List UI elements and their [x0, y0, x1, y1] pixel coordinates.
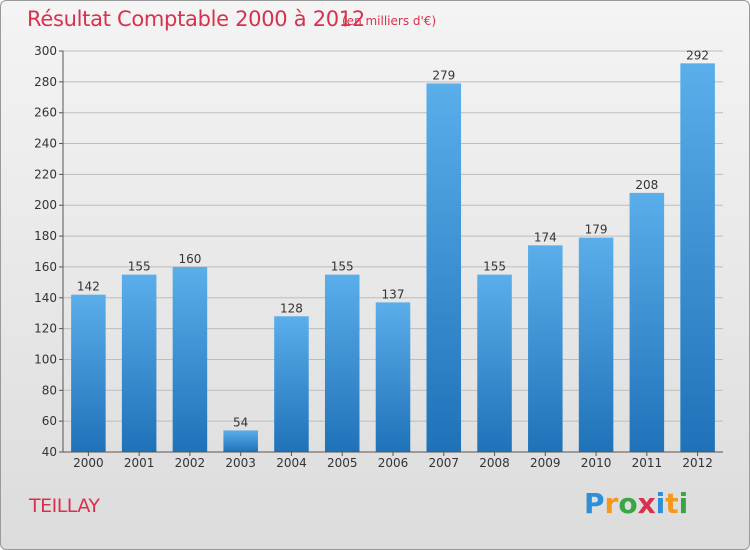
x-tick-label: 2008 [479, 456, 510, 470]
x-tick-label: 2012 [682, 456, 713, 470]
y-tick-label: 300 [34, 44, 57, 58]
x-tick-label: 2010 [581, 456, 612, 470]
bar [578, 237, 614, 452]
x-tick-label: 2003 [225, 456, 256, 470]
data-label: 128 [280, 301, 303, 315]
bar [375, 302, 411, 452]
axes: 40 60 80 100 120 140 160 180 200 220 240 260 280 300 2… [34, 44, 723, 470]
bars: 142 155 160 54 128 155 137 279 155 174 179 208 292 [71, 48, 715, 452]
x-tick-label: 2001 [124, 456, 155, 470]
data-label: 292 [686, 48, 709, 62]
data-label: 155 [128, 260, 151, 274]
logo-letter: P [584, 487, 605, 520]
data-label: 208 [635, 178, 658, 192]
bar [324, 274, 360, 452]
bar [223, 430, 258, 452]
y-tick-label: 220 [34, 167, 57, 181]
bar [172, 266, 208, 452]
data-label: 155 [331, 260, 354, 274]
bar [71, 294, 106, 452]
data-label: 279 [432, 68, 455, 82]
bar [528, 245, 563, 452]
data-label: 137 [382, 287, 405, 301]
x-tick-label: 2000 [73, 456, 104, 470]
y-tick-label: 160 [34, 260, 57, 274]
y-tick-label: 180 [34, 229, 57, 243]
x-tick-label: 2009 [530, 456, 561, 470]
logo-letter: o [618, 487, 638, 520]
bar [121, 274, 157, 452]
y-tick-label: 280 [34, 75, 57, 89]
logo-letter: i [678, 487, 689, 520]
x-tick-label: 2002 [175, 456, 206, 470]
proxiti-logo: Proxiti [584, 487, 688, 520]
bar [629, 192, 665, 452]
data-label: 142 [77, 280, 100, 294]
bar [680, 63, 715, 452]
bar [426, 83, 462, 452]
y-tick-label: 40 [42, 445, 57, 459]
chart-title: Résultat Comptable 2000 à 2012 [27, 7, 365, 31]
y-tick-label: 120 [34, 322, 57, 336]
y-tick-label: 80 [42, 383, 57, 397]
y-tick-label: 100 [34, 352, 57, 366]
y-tick-label: 240 [34, 137, 57, 151]
logo-letter: i [655, 487, 666, 520]
location-label: TEILLAY [29, 495, 100, 517]
data-label: 174 [534, 230, 557, 244]
chart-subtitle: (en milliers d'€) [342, 14, 437, 28]
logo-letter: t [665, 487, 679, 520]
y-tick-label: 140 [34, 291, 57, 305]
y-tick-label: 260 [34, 106, 57, 120]
data-label: 155 [483, 260, 506, 274]
bar [274, 316, 309, 452]
x-tick-label: 2006 [378, 456, 409, 470]
y-tick-label: 60 [42, 414, 57, 428]
logo-letter: r [604, 487, 619, 520]
data-label: 54 [233, 415, 248, 429]
x-tick-label: 2005 [327, 456, 358, 470]
y-tick-label: 200 [34, 198, 57, 212]
x-tick-label: 2007 [428, 456, 459, 470]
bar [477, 274, 512, 452]
logo-letter: x [637, 487, 656, 520]
data-label: 179 [585, 223, 608, 237]
x-tick-label: 2004 [276, 456, 307, 470]
data-label: 160 [178, 252, 201, 266]
x-tick-label: 2011 [632, 456, 663, 470]
